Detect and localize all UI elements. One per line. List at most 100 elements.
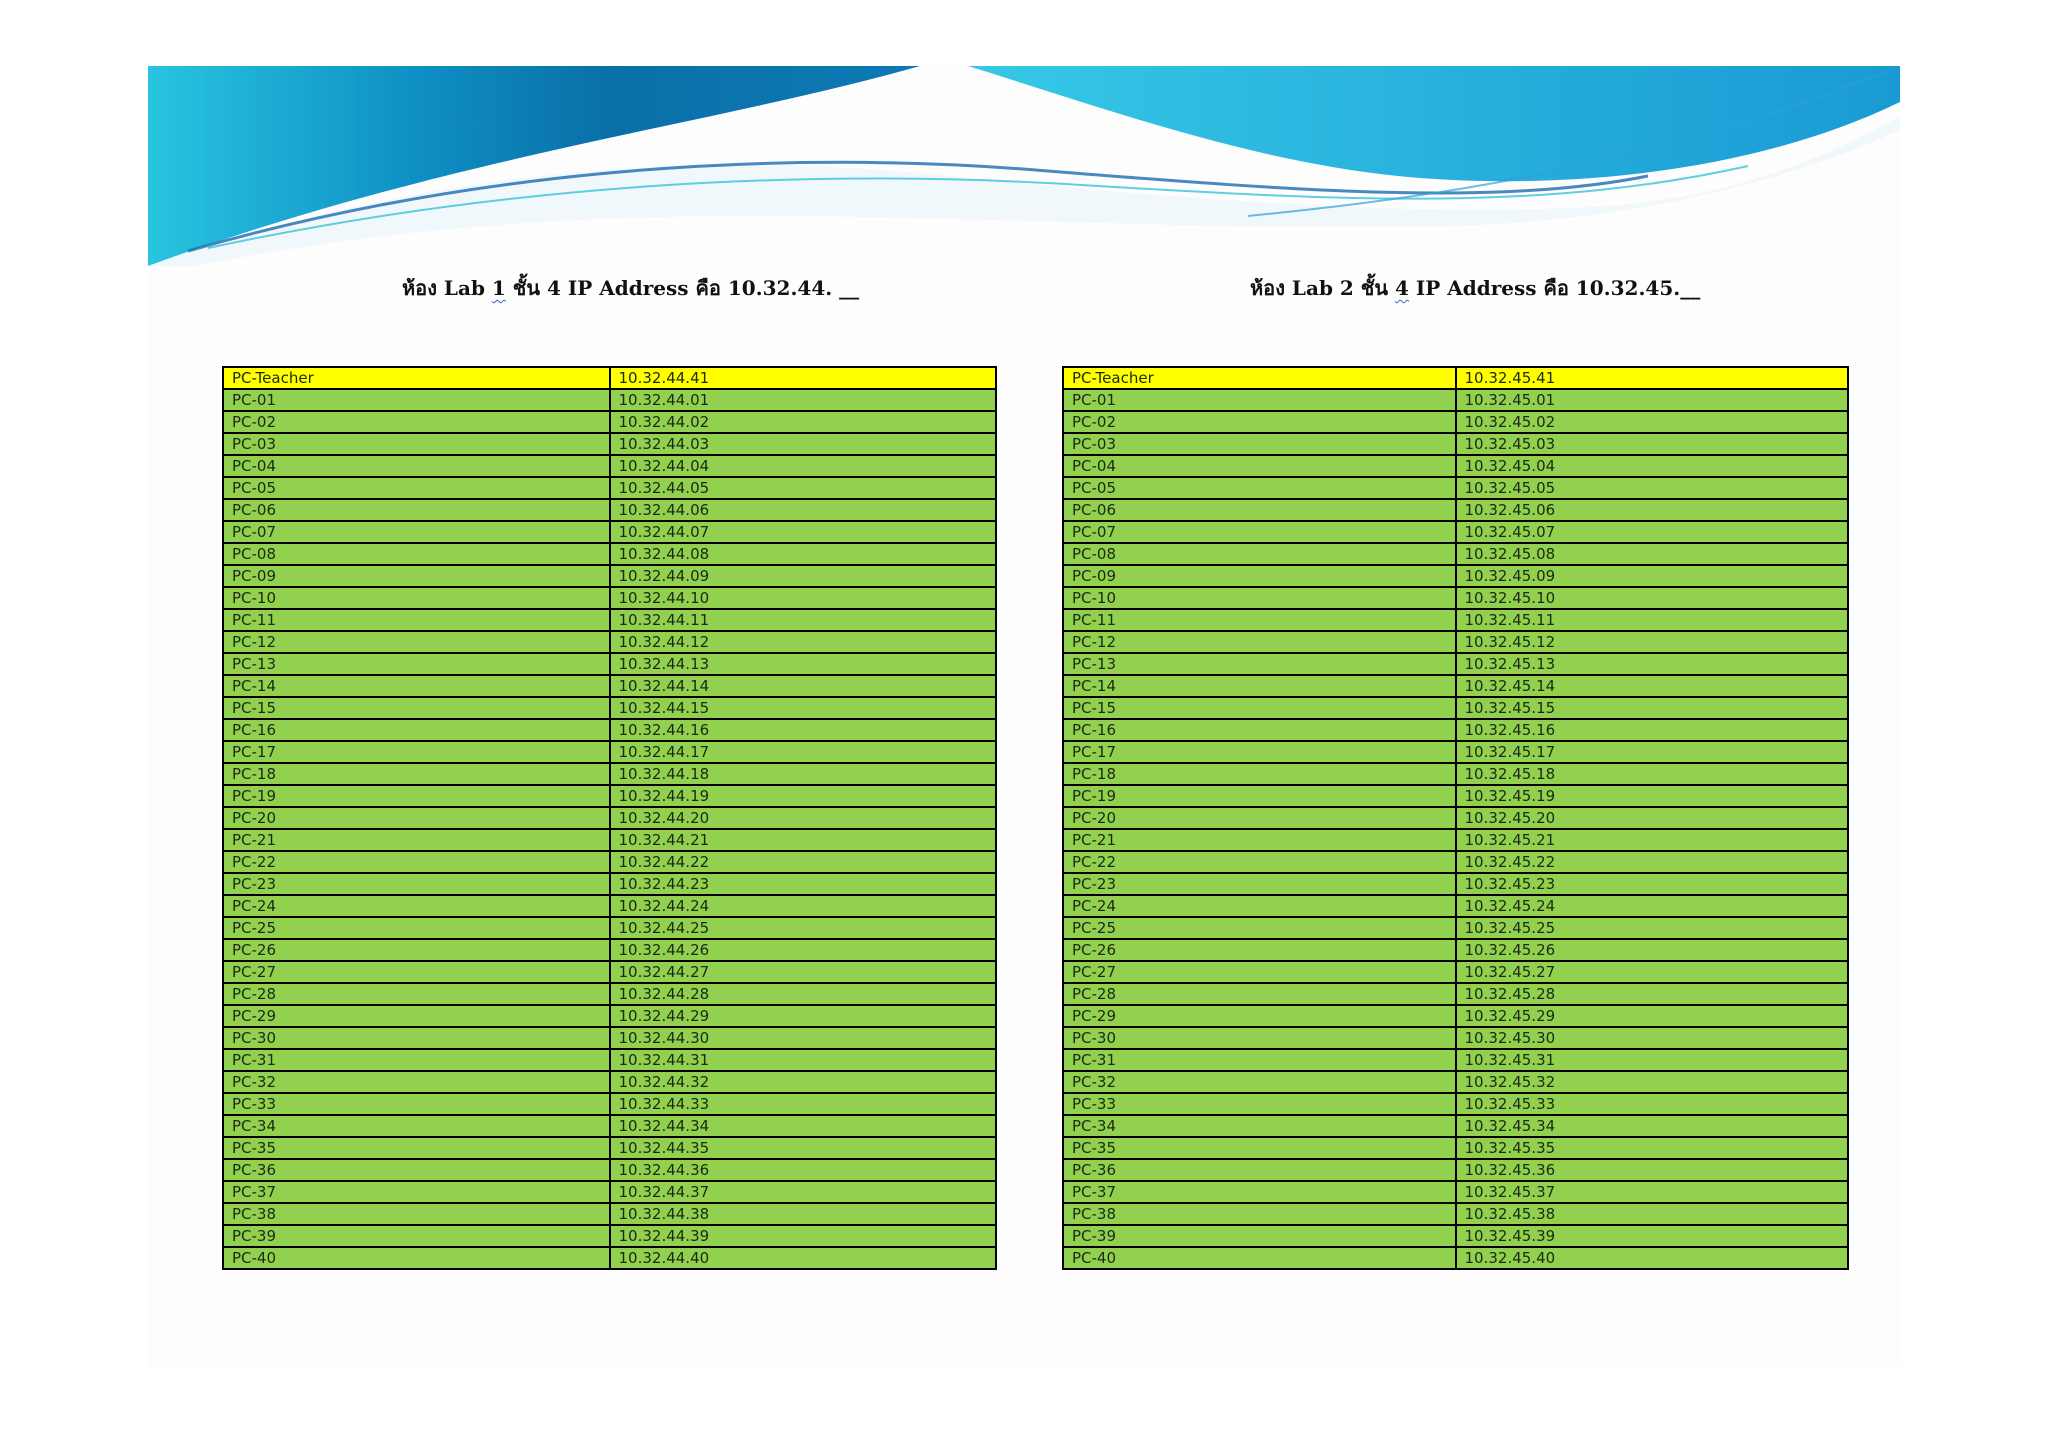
table-row: PC-34 10.32.44.34 [222, 1114, 997, 1138]
pc-name-cell: PC-11 [1062, 608, 1457, 632]
ip-address-cell: 10.32.45.29 [1454, 1004, 1849, 1028]
pc-name-cell: PC-13 [1062, 652, 1457, 676]
table-row: PC-18 10.32.44.18 [222, 762, 997, 786]
table-row: PC-36 10.32.45.36 [1062, 1158, 1849, 1182]
lab2-title-part-1: ห้อง Lab 2 ชั้น [1250, 276, 1395, 300]
pc-name-cell: PC-37 [1062, 1180, 1457, 1204]
table-row: PC-33 10.32.44.33 [222, 1092, 997, 1116]
pc-name-cell: PC-15 [1062, 696, 1457, 720]
pc-name-cell: PC-02 [1062, 410, 1457, 434]
pc-name-cell: PC-27 [1062, 960, 1457, 984]
ip-address-cell: 10.32.45.24 [1454, 894, 1849, 918]
table-row: PC-27 10.32.44.27 [222, 960, 997, 984]
pc-name-cell: PC-Teacher [222, 366, 611, 390]
table-row: PC-06 10.32.45.06 [1062, 498, 1849, 522]
table-row: PC-31 10.32.44.31 [222, 1048, 997, 1072]
ip-address-cell: 10.32.44.33 [608, 1092, 997, 1116]
pc-name-cell: PC-19 [222, 784, 611, 808]
ip-address-cell: 10.32.45.20 [1454, 806, 1849, 830]
ip-address-cell: 10.32.44.24 [608, 894, 997, 918]
lab2-title-part-2: 4 [1394, 276, 1409, 300]
pc-name-cell: PC-23 [222, 872, 611, 896]
pc-name-cell: PC-28 [222, 982, 611, 1006]
pc-name-cell: PC-29 [222, 1004, 611, 1028]
table-row: PC-23 10.32.45.23 [1062, 872, 1849, 896]
pc-name-cell: PC-40 [222, 1246, 611, 1270]
pc-name-cell: PC-31 [1062, 1048, 1457, 1072]
ip-address-cell: 10.32.45.23 [1454, 872, 1849, 896]
table-row: PC-03 10.32.45.03 [1062, 432, 1849, 456]
pc-name-cell: PC-13 [222, 652, 611, 676]
pc-name-cell: PC-08 [222, 542, 611, 566]
table-row: PC-36 10.32.44.36 [222, 1158, 997, 1182]
pc-name-cell: PC-30 [1062, 1026, 1457, 1050]
table-row: PC-32 10.32.44.32 [222, 1070, 997, 1094]
pc-name-cell: PC-01 [222, 388, 611, 412]
pc-name-cell: PC-05 [1062, 476, 1457, 500]
pc-name-cell: PC-27 [222, 960, 611, 984]
pc-name-cell: PC-18 [1062, 762, 1457, 786]
ip-address-cell: 10.32.45.32 [1454, 1070, 1849, 1094]
pc-name-cell: PC-14 [222, 674, 611, 698]
table-row: PC-28 10.32.45.28 [1062, 982, 1849, 1006]
pc-name-cell: PC-20 [222, 806, 611, 830]
ip-address-cell: 10.32.44.05 [608, 476, 997, 500]
pc-name-cell: PC-35 [1062, 1136, 1457, 1160]
pc-name-cell: PC-22 [1062, 850, 1457, 874]
pc-name-cell: PC-22 [222, 850, 611, 874]
table-row: PC-28 10.32.44.28 [222, 982, 997, 1006]
ip-address-cell: 10.32.45.17 [1454, 740, 1849, 764]
table-row: PC-07 10.32.44.07 [222, 520, 997, 544]
ip-address-cell: 10.32.45.05 [1454, 476, 1849, 500]
pc-name-cell: PC-26 [1062, 938, 1457, 962]
ip-address-cell: 10.32.45.41 [1454, 366, 1849, 390]
table-row: PC-17 10.32.45.17 [1062, 740, 1849, 764]
table-row: PC-07 10.32.45.07 [1062, 520, 1849, 544]
pc-name-cell: PC-40 [1062, 1246, 1457, 1270]
table-row: PC-10 10.32.44.10 [222, 586, 997, 610]
lab1-title: ห้อง Lab 1 ชั้น 4 IP Address คือ 10.32.4… [402, 272, 859, 304]
pc-name-cell: PC-12 [1062, 630, 1457, 654]
ip-address-cell: 10.32.44.27 [608, 960, 997, 984]
table-row: PC-33 10.32.45.33 [1062, 1092, 1849, 1116]
pc-name-cell: PC-03 [1062, 432, 1457, 456]
pc-name-cell: PC-02 [222, 410, 611, 434]
table-row: PC-24 10.32.45.24 [1062, 894, 1849, 918]
pc-name-cell: PC-09 [1062, 564, 1457, 588]
table-row: PC-38 10.32.44.38 [222, 1202, 997, 1226]
ip-address-cell: 10.32.44.08 [608, 542, 997, 566]
table-row: PC-14 10.32.44.14 [222, 674, 997, 698]
pc-name-cell: PC-03 [222, 432, 611, 456]
pc-name-cell: PC-28 [1062, 982, 1457, 1006]
pc-name-cell: PC-37 [222, 1180, 611, 1204]
table-row: PC-39 10.32.45.39 [1062, 1224, 1849, 1248]
table-row: PC-02 10.32.44.02 [222, 410, 997, 434]
table-row: PC-37 10.32.45.37 [1062, 1180, 1849, 1204]
table-row: PC-08 10.32.45.08 [1062, 542, 1849, 566]
table-row: PC-39 10.32.44.39 [222, 1224, 997, 1248]
table-row: PC-26 10.32.45.26 [1062, 938, 1849, 962]
table-row: PC-20 10.32.45.20 [1062, 806, 1849, 830]
pc-name-cell: PC-34 [1062, 1114, 1457, 1138]
pc-name-cell: PC-34 [222, 1114, 611, 1138]
pc-name-cell: PC-38 [222, 1202, 611, 1226]
table-row: PC-09 10.32.44.09 [222, 564, 997, 588]
ip-address-cell: 10.32.44.21 [608, 828, 997, 852]
ip-address-cell: 10.32.44.11 [608, 608, 997, 632]
table-row: PC-04 10.32.44.04 [222, 454, 997, 478]
pc-name-cell: PC-26 [222, 938, 611, 962]
table-row: PC-15 10.32.45.15 [1062, 696, 1849, 720]
ip-address-cell: 10.32.44.40 [608, 1246, 997, 1270]
ip-address-cell: 10.32.45.40 [1454, 1246, 1849, 1270]
table-row: PC-12 10.32.45.12 [1062, 630, 1849, 654]
table-row: PC-38 10.32.45.38 [1062, 1202, 1849, 1226]
table-row: PC-22 10.32.45.22 [1062, 850, 1849, 874]
pc-name-cell: PC-05 [222, 476, 611, 500]
ip-address-cell: 10.32.45.11 [1454, 608, 1849, 632]
table-row: PC-19 10.32.44.19 [222, 784, 997, 808]
table-row: PC-15 10.32.44.15 [222, 696, 997, 720]
ip-address-cell: 10.32.44.29 [608, 1004, 997, 1028]
ip-address-cell: 10.32.44.30 [608, 1026, 997, 1050]
lab2-title-part-3: IP Address คือ 10.32.45.__ [1408, 276, 1701, 300]
pc-name-cell: PC-32 [222, 1070, 611, 1094]
